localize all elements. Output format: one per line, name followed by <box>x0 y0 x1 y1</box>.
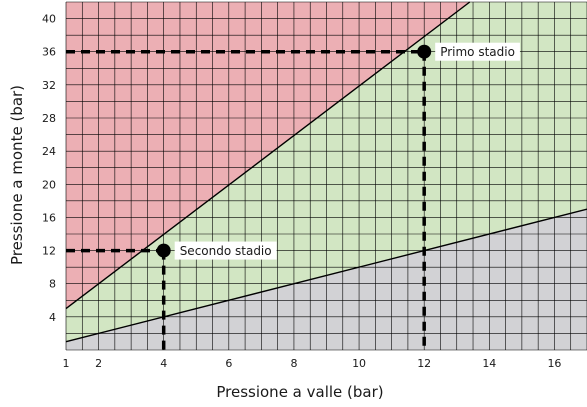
y-tick-label: 32 <box>42 79 56 92</box>
y-tick-label: 8 <box>49 278 56 291</box>
y-tick-label: 4 <box>49 311 56 324</box>
x-tick-label: 8 <box>290 357 297 370</box>
x-tick-label: 16 <box>547 357 561 370</box>
y-tick-label: 16 <box>42 211 56 224</box>
point-label: Primo stadio <box>440 45 515 59</box>
x-tick-label: 10 <box>352 357 366 370</box>
y-tick-label: 36 <box>42 46 56 59</box>
x-tick-label: 2 <box>95 357 102 370</box>
y-tick-label: 12 <box>42 245 56 258</box>
lower-boundary-line <box>65 208 587 343</box>
y-tick-label: 40 <box>42 13 56 26</box>
y-tick-label: 24 <box>42 145 56 158</box>
x-tick-label: 4 <box>160 357 167 370</box>
x-tick-label: 6 <box>225 357 232 370</box>
data-point <box>156 243 171 258</box>
guide-lines <box>66 49 426 350</box>
x-tick-label: 1 <box>63 357 70 370</box>
y-axis-title: Pressione a monte (bar) <box>8 85 26 265</box>
grid <box>65 1 587 351</box>
x-axis-title: Pressione a valle (bar) <box>216 383 383 401</box>
x-tick-labels: 1 2 4 6 8 10 12 14 16 <box>63 357 562 370</box>
data-points: Primo stadio Secondo stadio <box>156 42 520 260</box>
y-tick-label: 28 <box>42 112 56 125</box>
point-label-box <box>174 241 277 260</box>
point-label-box <box>435 42 520 61</box>
y-tick-label: 20 <box>42 178 56 191</box>
x-tick-label: 12 <box>417 357 431 370</box>
x-tick-label: 14 <box>482 357 496 370</box>
y-tick-labels: 4 8 12 16 20 24 28 32 36 40 <box>42 13 56 324</box>
data-point <box>417 44 432 59</box>
point-label: Secondo stadio <box>180 244 272 258</box>
